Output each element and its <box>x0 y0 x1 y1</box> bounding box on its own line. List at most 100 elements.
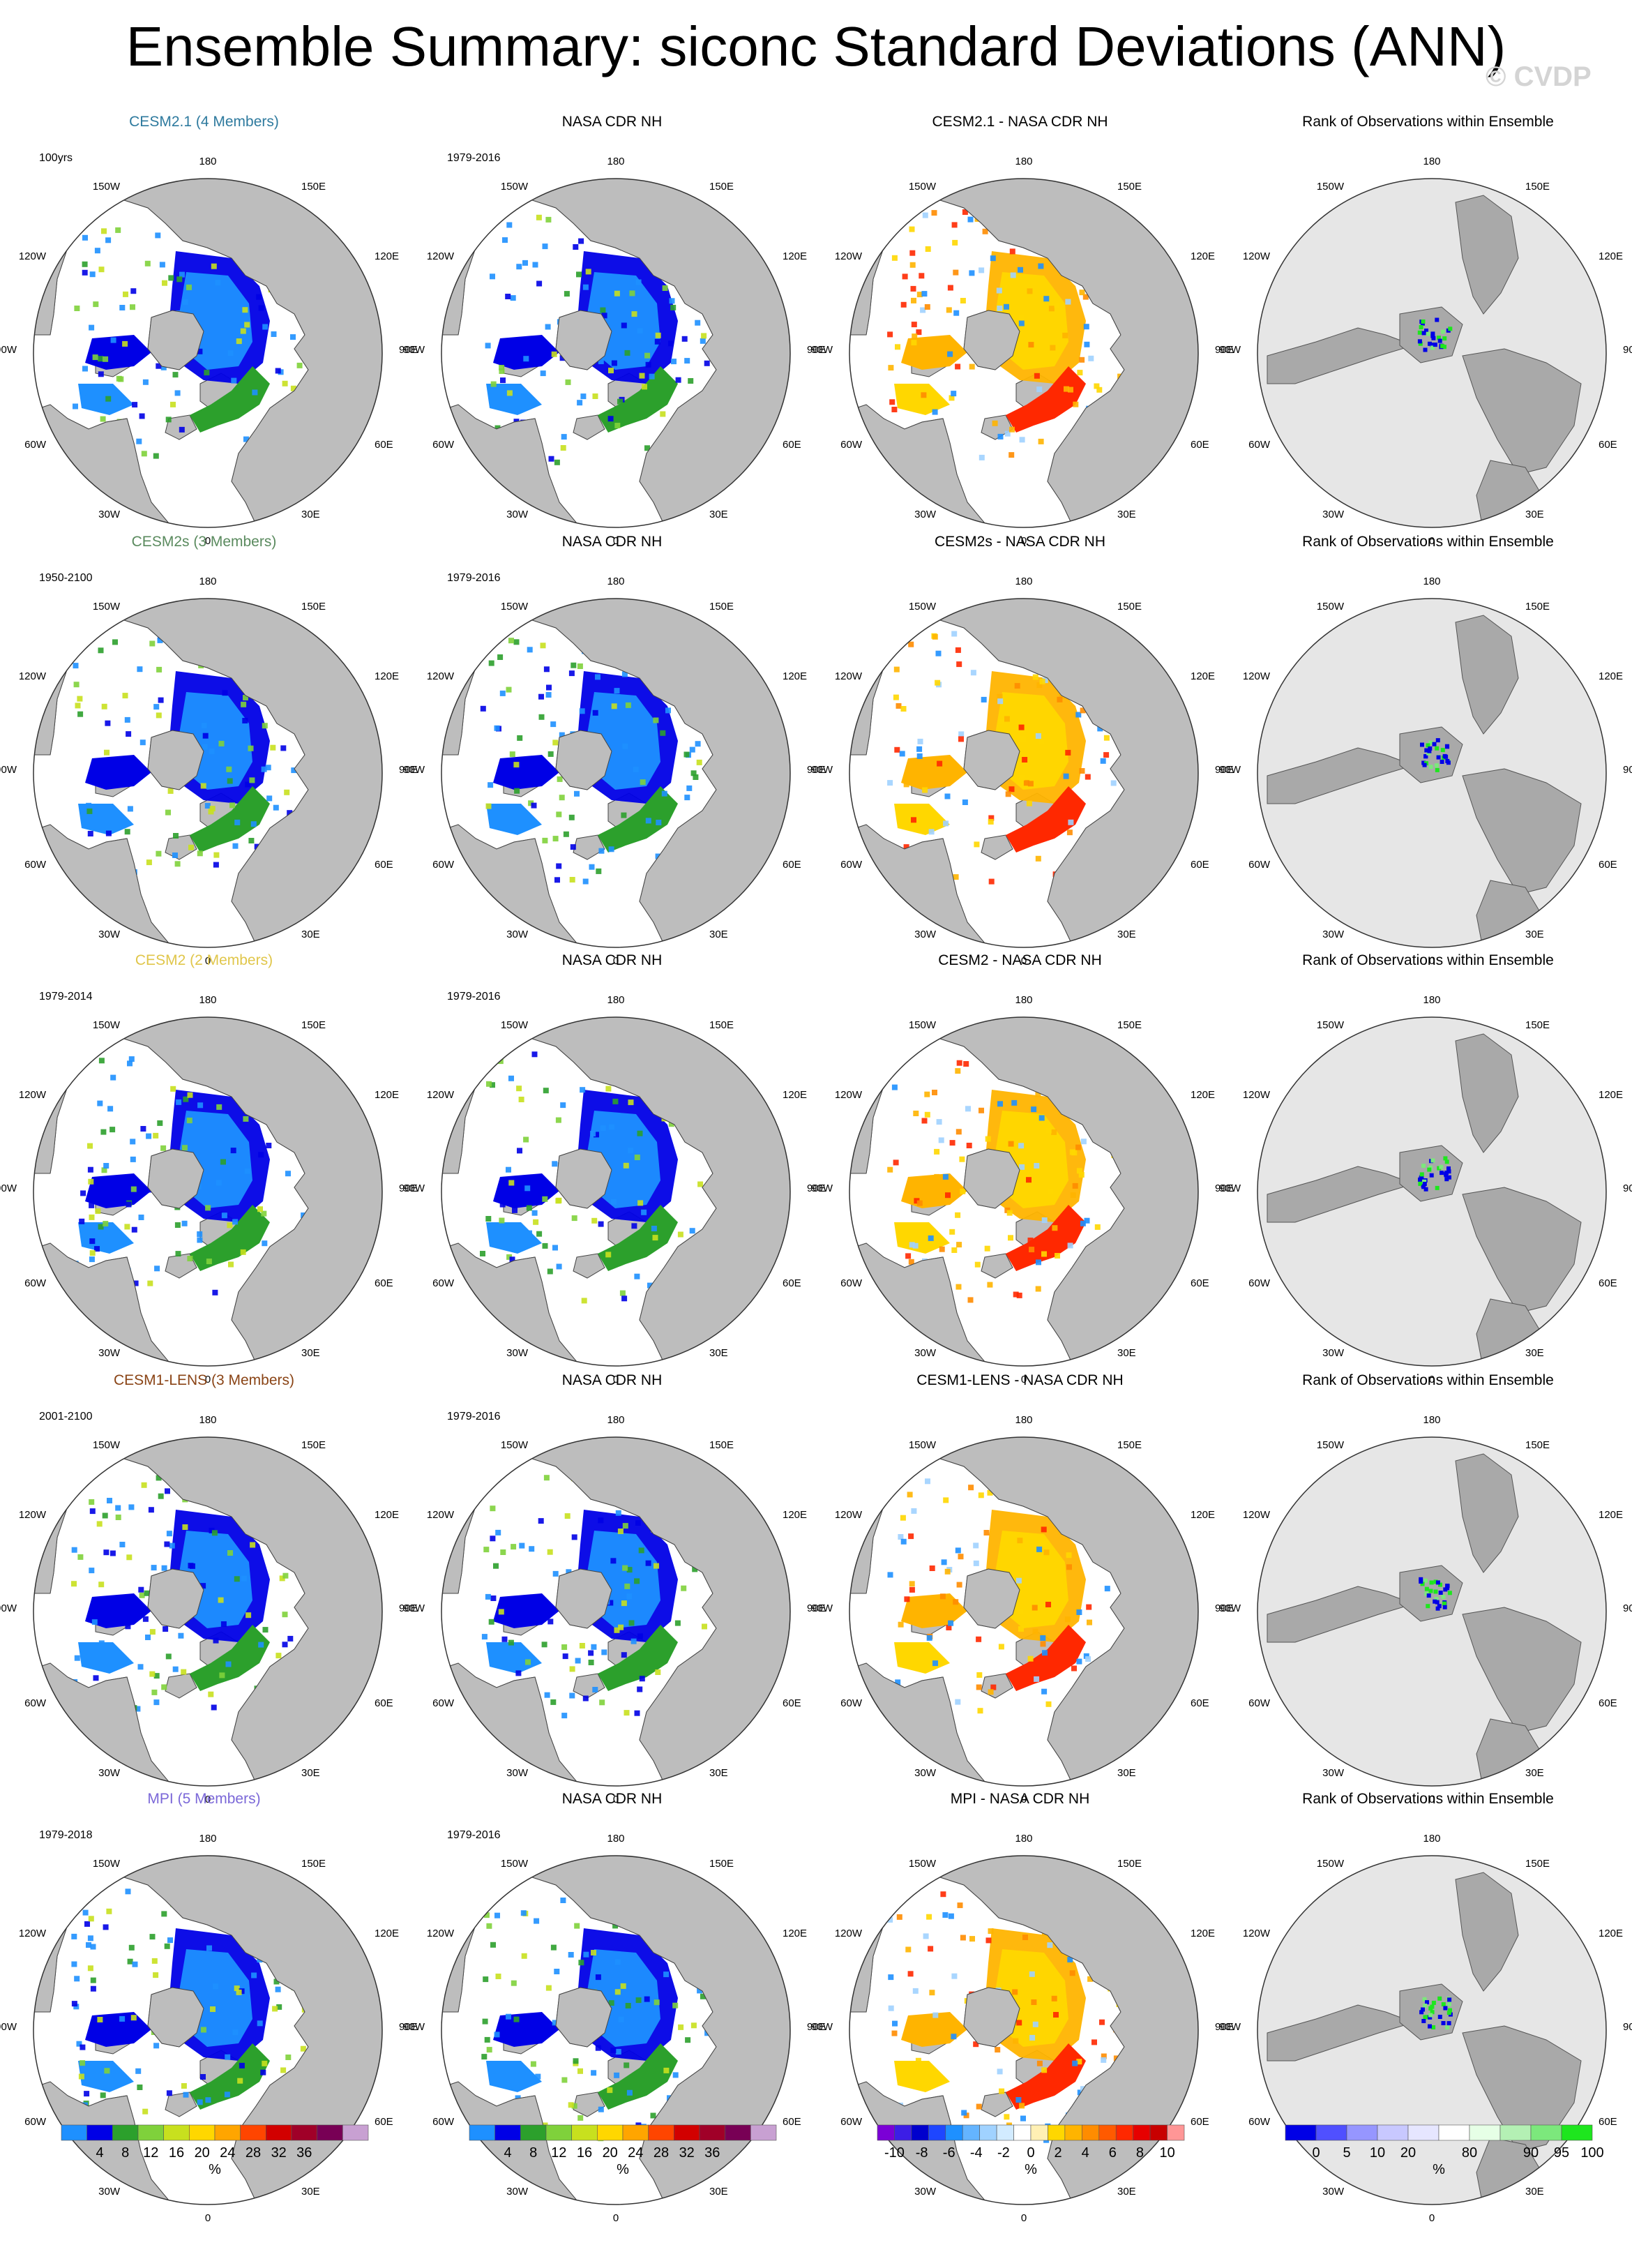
colorbar-swatch <box>86 2124 113 2141</box>
longitude-label: 60W <box>24 439 47 451</box>
longitude-label: 0 <box>1429 955 1435 967</box>
colorbar-tick-label: 36 <box>704 2145 720 2161</box>
longitude-label: 0 <box>205 1794 211 1805</box>
panel-observations: NASA CDR NH 1979-2016 180 150E 120E 90E 60E 30E… <box>403 952 826 1385</box>
longitude-label: 0 <box>205 535 211 547</box>
rank-map: 180 150E 120E 90E 60E 30E 0 30W 60W 90W 120W 150W <box>1219 1414 1632 1805</box>
longitude-label: 150W <box>501 181 529 193</box>
longitude-label: 150E <box>1525 1858 1550 1870</box>
longitude-label: 150W <box>93 1858 121 1870</box>
colorbar-swatch <box>1149 2124 1168 2141</box>
longitude-label: 30E <box>301 1767 320 1779</box>
colorbar-swatch <box>894 2124 912 2141</box>
colorbar-tick-label: 12 <box>143 2145 158 2161</box>
longitude-label: 30E <box>709 1767 728 1779</box>
longitude-label: 90E <box>399 344 418 356</box>
longitude-label: 30E <box>709 1347 728 1359</box>
longitude-label: 30E <box>301 2186 320 2198</box>
colorbar-swatch <box>61 2124 87 2141</box>
longitude-label: 90W <box>811 2021 833 2033</box>
period-label: 100yrs <box>39 152 73 164</box>
colorbar-swatch <box>1561 2124 1593 2141</box>
longitude-label: 180 <box>607 1414 624 1426</box>
colorbar-swatch <box>648 2124 674 2141</box>
longitude-label: 90W <box>403 1602 425 1614</box>
longitude-label: 90W <box>811 1182 833 1194</box>
colorbar-swatch <box>342 2124 369 2141</box>
longitude-label: 90E <box>1623 1602 1632 1614</box>
longitude-label: 120E <box>1191 1089 1215 1101</box>
longitude-label: 120E <box>1599 1509 1623 1521</box>
longitude-label: 30E <box>1117 509 1136 520</box>
panel-title: CESM2.1 - NASA CDR NH <box>932 114 1108 130</box>
colorbar-swatch <box>877 2124 895 2141</box>
longitude-label: 30E <box>1525 929 1544 940</box>
colorbar-swatch <box>1098 2124 1117 2141</box>
longitude-label: 150W <box>501 1439 529 1451</box>
longitude-label: 120E <box>375 1089 399 1101</box>
longitude-label: 120E <box>1191 1509 1215 1521</box>
longitude-label: 30E <box>709 929 728 940</box>
longitude-label: 60E <box>783 2116 801 2128</box>
longitude-label: 90E <box>1623 344 1632 356</box>
longitude-label: 90E <box>1215 2021 1234 2033</box>
colorbar-tick-label: -6 <box>943 2145 955 2161</box>
panel-rank: Rank of Observations within Ensemble 180 1… <box>1219 533 1632 967</box>
longitude-label: 150E <box>1525 601 1550 613</box>
longitude-label: 90W <box>0 1602 17 1614</box>
panel-rank: Rank of Observations within Ensemble 180 1… <box>1219 113 1632 547</box>
longitude-label: 0 <box>1429 1374 1435 1385</box>
colorbar-swatch <box>545 2124 572 2141</box>
longitude-label: 120E <box>783 1089 807 1101</box>
stddev-colorbar-obs: 4 8 12 16 20 24 28 32 36% <box>408 2121 816 2198</box>
longitude-label: 150E <box>1117 601 1142 613</box>
difference-map: 180 150E 120E 90E 60E 30E 0 30W 60W 90W 120W 150W <box>811 576 1234 967</box>
longitude-label: 180 <box>199 1833 216 1845</box>
panel-model: CESM2s (3 Members) 1950-2100 180 150E 120E 90… <box>0 533 418 967</box>
colorbar-unit: % <box>209 2162 221 2177</box>
model-stddev-map: 180 150E 120E 90E 60E 30E 0 30W 60W 90W 120W 150W <box>0 1833 418 2224</box>
panel-model: MPI (5 Members) 1979-2018 180 150E 120E 90E 60… <box>0 1790 418 2224</box>
longitude-label: 0 <box>613 955 619 967</box>
colorbar-swatch <box>674 2124 700 2141</box>
longitude-label: 90E <box>807 1182 826 1194</box>
longitude-label: 150E <box>709 181 734 193</box>
longitude-label: 150W <box>909 1019 937 1031</box>
longitude-label: 150E <box>301 1439 326 1451</box>
longitude-label: 180 <box>199 994 216 1006</box>
longitude-label: 90E <box>1215 344 1234 356</box>
colorbar-swatch <box>928 2124 946 2141</box>
longitude-label: 0 <box>613 1374 619 1385</box>
longitude-label: 180 <box>1015 1833 1032 1845</box>
longitude-label: 150E <box>1117 1019 1142 1031</box>
colorbar-swatch <box>1530 2124 1562 2141</box>
longitude-label: 30W <box>506 929 529 940</box>
colorbar-tick-label: 36 <box>296 2145 312 2161</box>
panel-observations: NASA CDR NH 1979-2016 180 150E 120E 90E 60E 30E… <box>403 1790 826 2224</box>
colorbar-swatch <box>1030 2124 1048 2141</box>
panel-title: CESM1-LENS - NASA CDR NH <box>916 1372 1124 1388</box>
longitude-label: 60E <box>1599 1697 1617 1709</box>
panel-title: Rank of Observations within Ensemble <box>1302 1791 1554 1807</box>
longitude-label: 180 <box>1015 994 1032 1006</box>
panel-title: CESM2.1 (4 Members) <box>129 114 279 130</box>
longitude-label: 150E <box>709 1858 734 1870</box>
longitude-label: 150W <box>93 1439 121 1451</box>
colorbar-tick-label: 16 <box>169 2145 184 2161</box>
longitude-label: 150W <box>1317 181 1345 193</box>
longitude-label: 120W <box>835 1928 863 1939</box>
colorbar-swatch <box>1499 2124 1532 2141</box>
longitude-label: 60E <box>1191 439 1209 451</box>
rank-map: 180 150E 120E 90E 60E 30E 0 30W 60W 90W 120W 150W <box>1219 576 1632 967</box>
longitude-label: 90W <box>811 1602 833 1614</box>
colorbar-tick-label: 2 <box>1055 2145 1062 2161</box>
longitude-label: 30W <box>1322 2186 1345 2198</box>
longitude-label: 30E <box>1525 1767 1544 1779</box>
observed-stddev-map: 180 150E 120E 90E 60E 30E 0 30W 60W 90W 120W 150W <box>403 156 826 547</box>
longitude-label: 120W <box>1243 1928 1271 1939</box>
colorbar-tick-label: 28 <box>653 2145 669 2161</box>
observed-stddev-map: 180 150E 120E 90E 60E 30E 0 30W 60W 90W 120W 150W <box>403 1833 826 2224</box>
longitude-label: 0 <box>205 1374 211 1385</box>
longitude-label: 30E <box>709 2186 728 2198</box>
longitude-label: 150E <box>301 181 326 193</box>
